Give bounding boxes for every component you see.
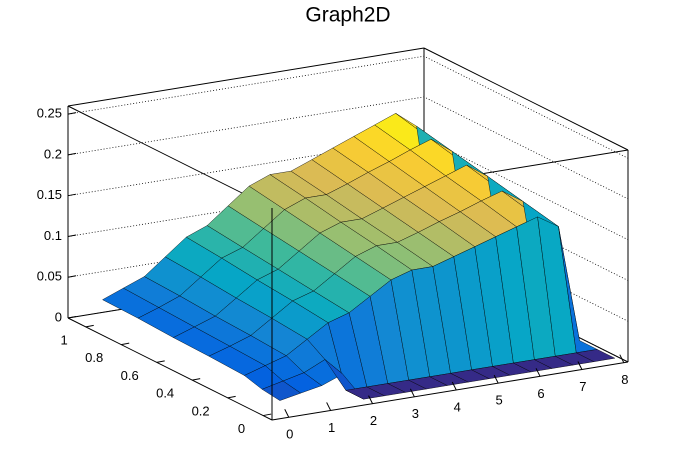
z-tick-label: 0.05 bbox=[37, 269, 62, 284]
box-edge bbox=[67, 105, 273, 209]
x-tick-label: 1 bbox=[328, 420, 335, 435]
y-tick bbox=[263, 413, 272, 417]
grid-line bbox=[67, 96, 629, 200]
x-tick-label: 3 bbox=[412, 406, 419, 421]
z-tick-label: 0.1 bbox=[44, 228, 62, 243]
z-tick-label: 0 bbox=[55, 309, 62, 324]
x-tick-label: 4 bbox=[454, 399, 461, 414]
x-tick-label: 7 bbox=[579, 379, 586, 394]
y-tick-label: 0.4 bbox=[156, 386, 174, 401]
z-tick bbox=[67, 152, 77, 156]
x-tick bbox=[493, 374, 499, 384]
z-tick bbox=[67, 112, 77, 115]
y-tick bbox=[156, 360, 165, 363]
y-tick-label: 1 bbox=[61, 332, 68, 347]
x-axis bbox=[271, 361, 629, 421]
chart-title: Graph2D bbox=[305, 4, 390, 27]
z-tick-label: 0.25 bbox=[37, 106, 62, 121]
box-edge bbox=[423, 47, 629, 151]
x-tick bbox=[451, 381, 457, 391]
z-tick-label: 0.2 bbox=[44, 146, 62, 161]
z-tick-label: 0.15 bbox=[37, 187, 62, 202]
surface-cell bbox=[575, 349, 616, 362]
z-tick bbox=[67, 275, 77, 278]
y-tick-label: 0.6 bbox=[121, 368, 139, 383]
z-tick bbox=[67, 193, 77, 197]
y-axis-front bbox=[67, 317, 273, 421]
x-tick bbox=[284, 409, 290, 418]
x-tick-label: 6 bbox=[537, 386, 544, 401]
x-tick bbox=[619, 354, 625, 363]
x-tick-label: 0 bbox=[286, 427, 293, 442]
y-tick bbox=[121, 342, 130, 346]
x-tick bbox=[577, 361, 583, 370]
x-tick bbox=[368, 395, 373, 404]
z-tick bbox=[67, 234, 77, 237]
x-tick-label: 8 bbox=[621, 372, 628, 387]
grid-line bbox=[67, 55, 629, 159]
y-tick-label: 0.8 bbox=[85, 350, 103, 365]
z-tick bbox=[67, 316, 77, 319]
y-tick bbox=[85, 324, 94, 328]
y-tick-label: 0 bbox=[238, 421, 245, 436]
x-tick-label: 5 bbox=[496, 393, 503, 408]
x-tick bbox=[535, 368, 541, 377]
x-tick-label: 2 bbox=[370, 413, 377, 428]
y-tick bbox=[227, 395, 236, 399]
x-tick bbox=[326, 402, 332, 411]
y-tick-label: 0.2 bbox=[192, 403, 210, 418]
y-tick bbox=[192, 378, 201, 381]
x-tick bbox=[409, 388, 415, 398]
box-edge bbox=[67, 47, 425, 107]
